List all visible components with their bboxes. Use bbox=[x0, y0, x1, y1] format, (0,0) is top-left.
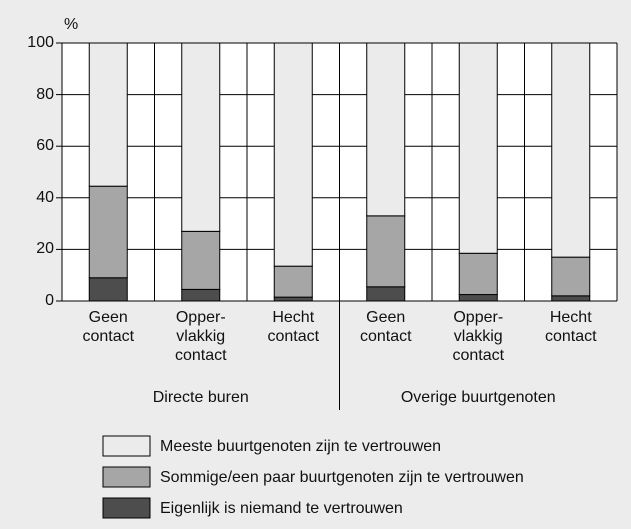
x-tick-label: Opper- vlakkig contact bbox=[174, 309, 227, 364]
legend-label: Eigenlijk is niemand te vertrouwen bbox=[160, 500, 403, 517]
group-label: Directe buren bbox=[152, 389, 249, 406]
y-unit: % bbox=[64, 16, 79, 33]
legend-swatch bbox=[102, 435, 151, 457]
bar-segment bbox=[458, 294, 498, 302]
y-tick-label: 40 bbox=[36, 188, 54, 206]
bar-segment bbox=[88, 277, 128, 302]
bar-segment bbox=[273, 265, 313, 298]
x-tick-label: Hecht contact bbox=[267, 309, 320, 345]
bar-segment bbox=[458, 252, 498, 296]
bar-segment bbox=[273, 296, 313, 302]
bar-segment bbox=[366, 42, 406, 217]
bar-segment bbox=[551, 256, 591, 297]
x-tick-label: Geen contact bbox=[359, 309, 412, 345]
x-tick-label: Hecht contact bbox=[544, 309, 597, 345]
bar-segment bbox=[551, 42, 591, 258]
bar-segment bbox=[181, 42, 221, 232]
bar-segment bbox=[88, 42, 128, 187]
bar-segment bbox=[551, 295, 591, 302]
y-tick-label: 80 bbox=[36, 85, 54, 103]
group-label: Overige buurtgenoten bbox=[400, 389, 556, 406]
legend-label: Sommige/een paar buurtgenoten zijn te ve… bbox=[160, 469, 524, 486]
bar-segment bbox=[366, 215, 406, 288]
y-tick-label: 60 bbox=[36, 137, 54, 155]
y-tick-label: 100 bbox=[27, 34, 54, 51]
legend-swatch bbox=[102, 497, 151, 519]
bar-segment bbox=[181, 288, 221, 302]
bar-segment bbox=[458, 42, 498, 254]
bar-segment bbox=[366, 286, 406, 302]
legend-label: Meeste buurtgenoten zijn te vertrouwen bbox=[160, 438, 442, 455]
x-tick-label: Geen contact bbox=[82, 309, 135, 345]
x-tick-label: Opper- vlakkig contact bbox=[452, 309, 505, 364]
y-tick-label: 0 bbox=[45, 292, 54, 309]
bar-segment bbox=[273, 42, 313, 267]
bar-segment bbox=[181, 230, 221, 290]
y-tick-label: 20 bbox=[36, 240, 54, 258]
bar-segment bbox=[88, 185, 128, 279]
legend-swatch bbox=[102, 466, 151, 488]
